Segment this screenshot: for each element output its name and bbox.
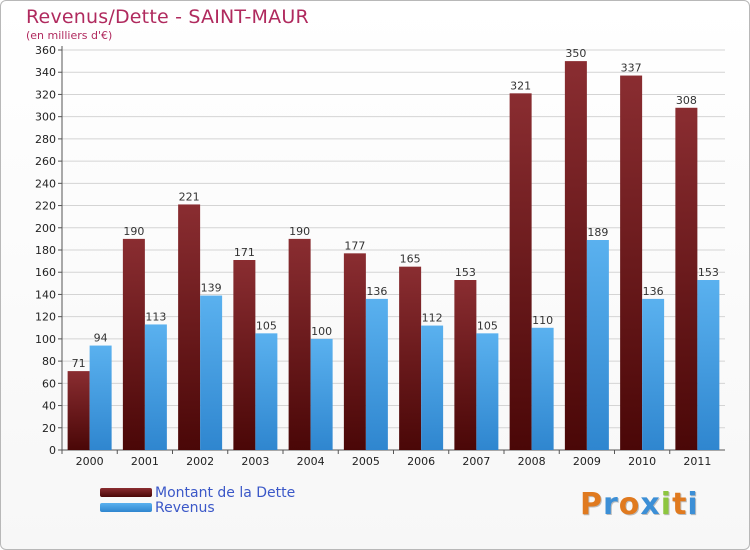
bar-revenus [200,295,223,450]
bar-revenus [476,333,499,450]
chart-subtitle: (en milliers d'€) [26,29,113,42]
y-tick-label: 40 [42,400,56,413]
data-label-revenus: 94 [94,332,108,345]
x-tick-label: 2006 [407,455,435,468]
y-tick-label: 340 [35,66,56,79]
data-label-dette: 177 [344,239,365,252]
x-tick-label: 2001 [131,455,159,468]
bar-dette [233,260,256,450]
y-tick-label: 360 [35,44,56,57]
y-tick-label: 140 [35,288,56,301]
y-tick-label: 280 [35,133,56,146]
bar-dette [564,61,587,450]
data-label-revenus: 105 [256,319,277,332]
data-label-dette: 190 [123,225,144,238]
y-tick-label: 260 [35,155,56,168]
x-tick-label: 2000 [76,455,104,468]
x-tick-label: 2004 [297,455,325,468]
data-label-revenus: 112 [422,312,443,325]
logo-letter: i [687,487,699,522]
legend-swatch-revenus [100,503,152,512]
y-tick-label: 80 [42,355,56,368]
bar-revenus [531,327,554,450]
bar-dette [343,253,366,450]
data-label-revenus: 136 [366,285,387,298]
x-tick-label: 2002 [186,455,214,468]
y-tick-label: 100 [35,333,56,346]
y-tick-label: 220 [35,200,56,213]
bar-dette [67,371,90,450]
bar-revenus [586,240,609,450]
x-tick-label: 2007 [462,455,490,468]
bar-revenus [421,325,444,450]
data-label-revenus: 136 [643,285,664,298]
logo-letter: r [603,487,619,522]
x-tick-label: 2005 [352,455,380,468]
y-tick-label: 240 [35,177,56,190]
y-tick-label: 60 [42,377,56,390]
legend-swatch-dette [100,488,152,497]
bar-revenus [310,338,333,450]
bar-revenus [697,280,720,450]
chart-title: Revenus/Dette - SAINT-MAUR [26,6,309,28]
bar-dette [122,238,145,450]
y-tick-label: 300 [35,111,56,124]
bar-dette [399,266,422,450]
logo-letter: x [640,487,661,522]
bar-revenus [144,324,167,450]
y-tick-label: 180 [35,244,56,257]
bar-revenus [642,298,665,450]
data-label-dette: 350 [565,47,586,60]
data-label-revenus: 113 [145,310,166,323]
data-label-dette: 165 [400,253,421,266]
bar-dette [620,75,643,451]
data-label-dette: 190 [289,225,310,238]
data-label-dette: 221 [179,190,200,203]
data-label-dette: 71 [72,357,86,370]
data-label-dette: 153 [455,266,476,279]
data-label-revenus: 139 [201,282,222,295]
logo-letter: i [660,487,673,522]
bar-revenus [365,298,388,450]
data-label-revenus: 105 [477,319,498,332]
x-tick-label: 2011 [683,455,711,468]
y-tick-label: 0 [49,444,56,457]
logo-letter: o [618,487,641,522]
proxiti-logo: Proxiti [580,487,699,522]
y-tick-label: 200 [35,222,56,235]
logo-letter: P [580,487,603,522]
y-tick-label: 160 [35,266,56,279]
bar-dette [178,204,201,450]
data-label-dette: 308 [676,94,697,107]
bar-revenus [89,345,112,450]
data-label-dette: 171 [234,246,255,259]
data-label-dette: 321 [510,79,531,92]
data-label-revenus: 189 [587,226,608,239]
data-label-dette: 337 [621,62,642,75]
bar-dette [509,93,532,450]
data-label-revenus: 153 [698,266,719,279]
legend-label-revenus: Revenus [155,500,215,516]
y-tick-label: 120 [35,311,56,324]
logo-letter: t [672,487,688,522]
legend-label-dette: Montant de la Dette [155,485,296,501]
data-label-revenus: 110 [532,314,553,327]
y-tick-label: 320 [35,88,56,101]
x-tick-label: 2010 [628,455,656,468]
bar-dette [675,107,698,451]
data-label-revenus: 100 [311,325,332,338]
y-tick-label: 20 [42,422,56,435]
bar-revenus [255,333,278,450]
x-tick-label: 2009 [573,455,601,468]
bar-dette [454,280,477,450]
bar-dette [288,238,311,450]
x-tick-label: 2008 [518,455,546,468]
x-tick-label: 2003 [241,455,269,468]
